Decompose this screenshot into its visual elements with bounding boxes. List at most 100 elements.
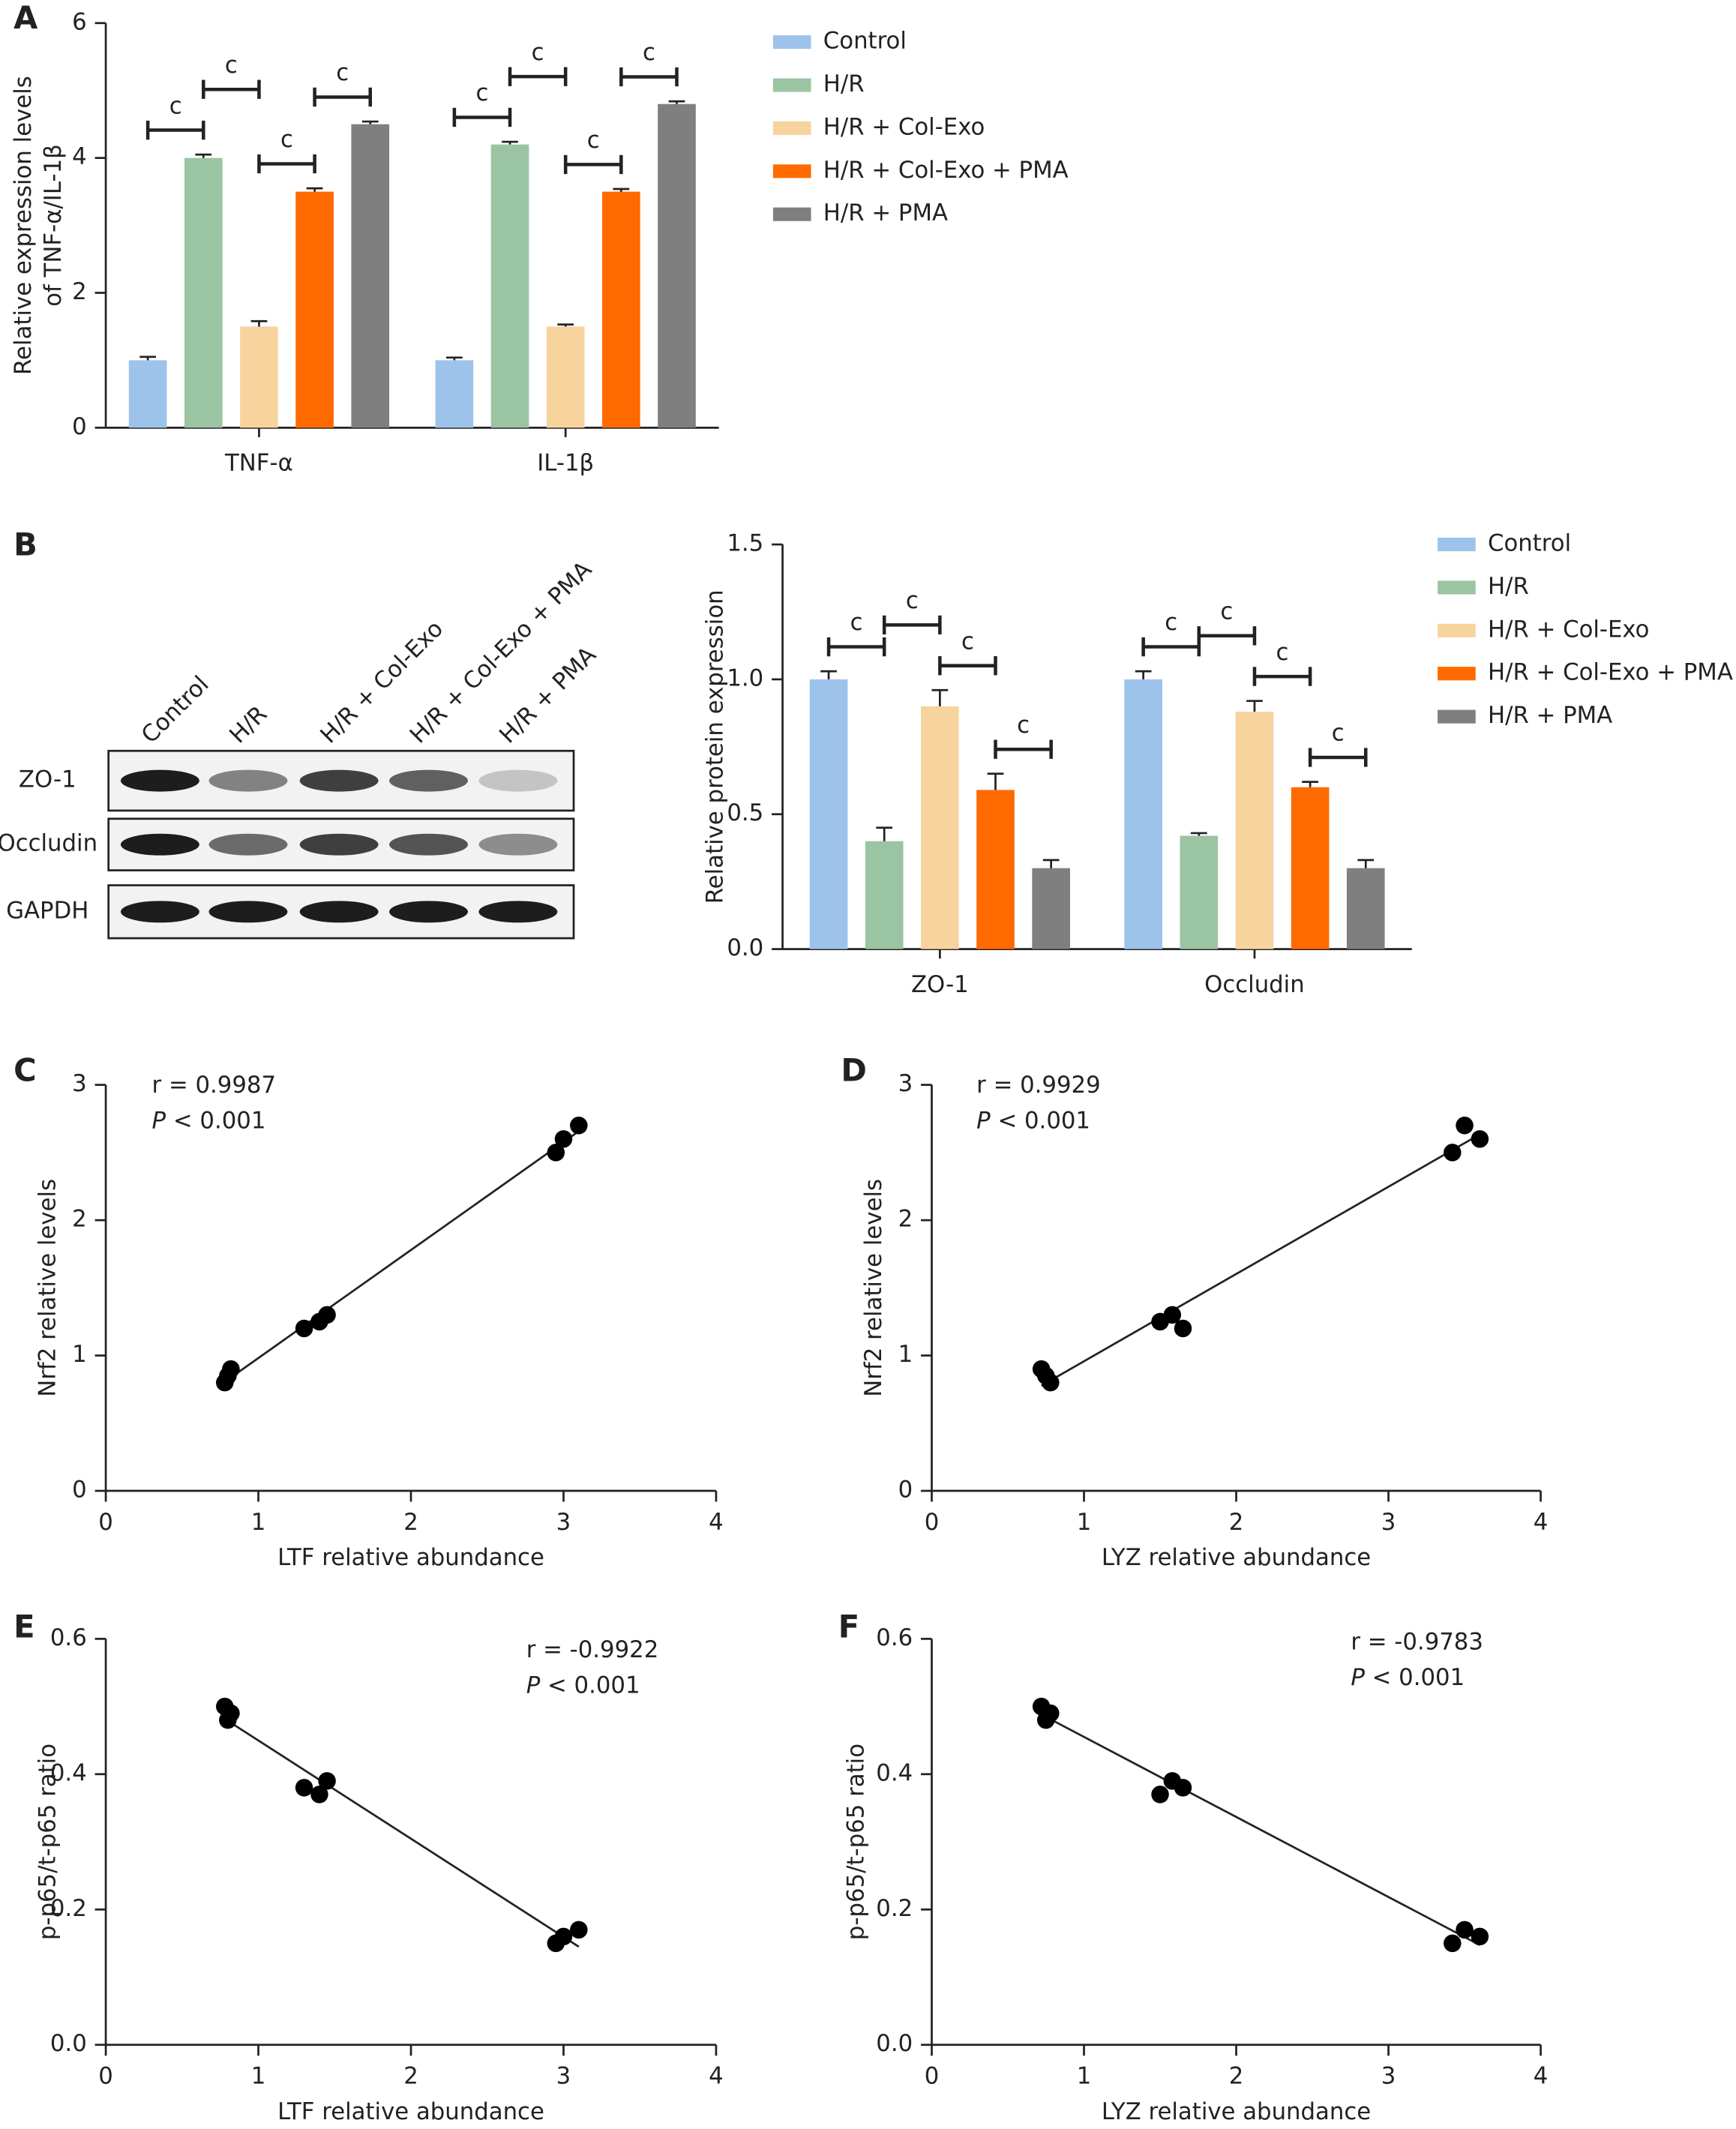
x-axis-label: LYZ relative abundance [1102,2098,1371,2125]
blot-band [120,901,199,923]
point [1444,1144,1462,1162]
point [222,1704,240,1723]
legend-label: Control [1488,530,1571,557]
point [1163,1306,1182,1324]
error-bar [250,319,268,327]
x-tick-label: 0 [925,1509,940,1536]
error-bar [306,187,323,192]
legend-label: Control [823,28,907,55]
x-tick-label: 3 [556,1509,571,1536]
x-tick-label: 2 [1229,2063,1244,2090]
x-tick-label: 4 [1534,2063,1549,2090]
point [1042,1704,1060,1723]
legend-swatch [1438,709,1476,724]
x-axis-label: LYZ relative abundance [1102,1544,1371,1571]
significance-bracket [145,120,205,140]
point [570,1921,588,1939]
bar [240,326,278,428]
bar [602,191,640,428]
bar [921,706,959,949]
significance-label: c [475,79,488,106]
significance-label: c [1332,720,1345,747]
x-tick-label: 3 [1381,1509,1396,1536]
y-axis-label: Nrf2 relative levels [34,1179,61,1397]
point [295,1779,313,1797]
significance-label: c [961,628,974,655]
y-tick-label: 0 [72,1477,87,1504]
bar [128,360,167,428]
blot-band [120,769,199,792]
blot-band [389,833,468,856]
y-tick-label: 0.2 [50,1895,87,1922]
y-tick-label: 0.6 [50,1624,87,1651]
x-tick-label: 1 [1077,1509,1092,1536]
panel-letter: D [841,1051,867,1088]
bar [658,103,696,428]
y-tick-label: 0.5 [727,799,763,826]
legend-swatch [772,207,811,221]
legend-label: H/R + Col-Exo [1488,616,1649,643]
bar [546,326,585,428]
blot-row-label: Occludin [0,830,97,857]
point [295,1319,313,1338]
significance-label: c [850,609,863,636]
blot-band [389,769,468,792]
y-tick-label: 1 [72,1341,87,1368]
blot-band [299,901,379,923]
x-tick-label: 1 [251,2063,266,2090]
bar [295,191,334,428]
significance-bracket [994,739,1053,759]
bar [1032,868,1070,949]
lane-label: Control [136,670,214,748]
legend-label: H/R + PMA [1488,702,1612,729]
x-tick-label: 2 [403,1509,418,1536]
x-tick-label: 1 [1077,2063,1092,2090]
x-tick-label: 0 [98,2063,113,2090]
blot-band [208,901,288,923]
bar [435,360,474,428]
error-bar [1302,781,1318,787]
significance-bracket [313,87,373,107]
error-bar [668,100,685,104]
error-bar [139,355,156,361]
point [570,1117,588,1135]
significance-bracket [1252,667,1312,686]
significance-label: c [587,127,600,154]
panel-letter: B [13,526,37,563]
legend-swatch [772,35,811,49]
significance-bracket [826,637,886,657]
x-tick-label: 3 [1381,2063,1396,2090]
y-tick-label: 1.0 [727,664,763,691]
y-axis-label: p-p65/t-p65 ratio [843,1744,870,1940]
y-tick-label: 0.4 [50,1759,87,1786]
error-bar [502,140,518,145]
bar [1124,679,1162,949]
bar [976,790,1015,949]
annotation: P < 0.001 [976,1107,1090,1134]
bar [184,157,223,428]
panel-letter: E [13,1609,34,1645]
y-tick-label: 4 [72,143,87,170]
y-tick-label: 2 [72,1206,87,1233]
significance-bracket [452,107,512,127]
blot-band [389,901,468,923]
error-bar [361,120,379,124]
point [547,1144,565,1162]
y-tick-label: 3 [72,1070,87,1097]
error-bar [613,187,630,192]
y-tick-label: 0.0 [876,2030,913,2057]
blot-band [478,769,558,792]
y-axis-label: of TNF-α/IL-1β [40,144,67,307]
significance-bracket [202,79,261,99]
point [1456,1921,1474,1939]
x-tick-label: 2 [403,2063,418,2090]
point [1174,1319,1192,1338]
significance-label: c [1276,639,1289,666]
blot-band [299,833,379,856]
significance-label: c [1165,609,1177,636]
point [554,1130,573,1148]
blot-row-label: GAPDH [6,897,88,924]
significance-bracket [257,154,316,174]
blot-band [208,833,288,856]
legend-swatch [772,78,811,92]
